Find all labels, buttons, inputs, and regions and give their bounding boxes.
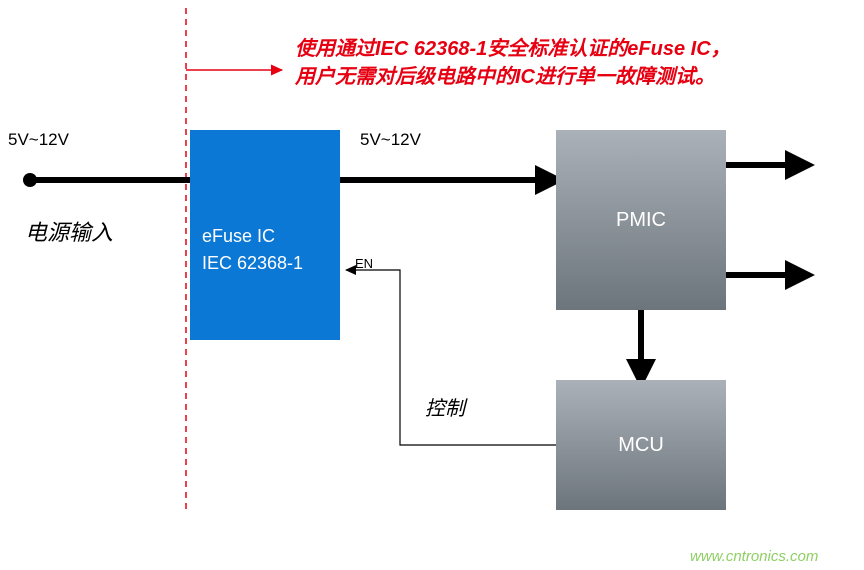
vin-left-label: 5V~12V: [8, 130, 69, 150]
power-input-node: [23, 173, 37, 187]
annotation-line1: 使用通过IEC 62368-1安全标准认证的eFuse IC，: [295, 32, 731, 61]
efuse-label-line1: eFuse IC: [202, 226, 303, 247]
efuse-block: eFuse IC IEC 62368-1: [190, 130, 340, 340]
pmic-label: PMIC: [616, 209, 666, 232]
power-in-label: 电源输入: [25, 215, 113, 247]
mcu-block: MCU: [556, 380, 726, 510]
efuse-label-line2: IEC 62368-1: [202, 253, 303, 274]
en-label: EN: [355, 256, 373, 271]
annotation-line2: 用户无需对后级电路中的IC进行单一故障测试。: [295, 60, 715, 89]
pmic-block: PMIC: [556, 130, 726, 310]
control-label: 控制: [425, 392, 465, 421]
mcu-label: MCU: [618, 434, 664, 457]
vin-mid-label: 5V~12V: [360, 130, 421, 150]
watermark: www.cntronics.com: [690, 548, 818, 565]
